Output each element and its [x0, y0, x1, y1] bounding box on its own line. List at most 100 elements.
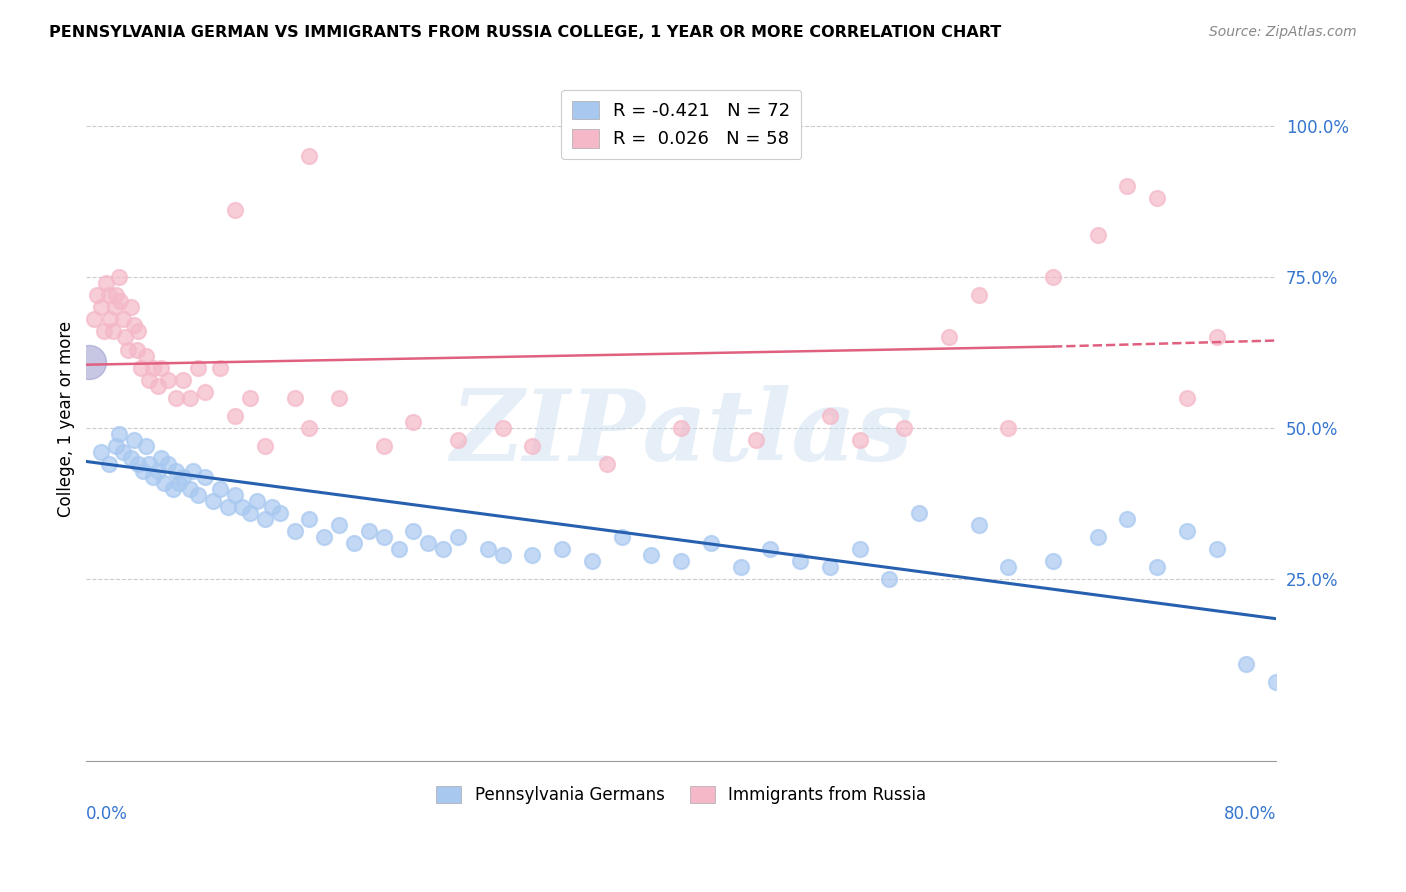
Text: 0.0%: 0.0% — [86, 805, 128, 823]
Point — [253, 439, 276, 453]
Point — [1205, 542, 1227, 557]
Point — [187, 488, 209, 502]
Point — [1146, 560, 1168, 574]
Point — [893, 421, 915, 435]
Point — [135, 439, 157, 453]
Point — [172, 373, 194, 387]
Point — [157, 373, 180, 387]
Point — [165, 391, 187, 405]
Point — [239, 391, 262, 405]
Point — [179, 391, 201, 405]
Point — [224, 409, 246, 423]
Point — [90, 300, 112, 314]
Point — [131, 360, 153, 375]
Point — [373, 439, 395, 453]
Point — [596, 458, 619, 472]
Point — [343, 536, 366, 550]
Point — [1116, 512, 1139, 526]
Point — [122, 318, 145, 333]
Point — [522, 548, 544, 562]
Point — [253, 512, 276, 526]
Point — [283, 391, 305, 405]
Point — [283, 524, 305, 538]
Text: Source: ZipAtlas.com: Source: ZipAtlas.com — [1209, 25, 1357, 39]
Point — [209, 360, 232, 375]
Y-axis label: College, 1 year or more: College, 1 year or more — [58, 321, 75, 517]
Point — [167, 475, 190, 490]
Point — [194, 384, 217, 399]
Point — [1175, 524, 1198, 538]
Point — [122, 434, 145, 448]
Point — [172, 469, 194, 483]
Point — [314, 530, 336, 544]
Point — [759, 542, 782, 557]
Point — [938, 330, 960, 344]
Point — [112, 445, 135, 459]
Point — [328, 391, 350, 405]
Point — [298, 149, 321, 163]
Point — [187, 360, 209, 375]
Point — [103, 300, 125, 314]
Point — [262, 500, 284, 514]
Point — [447, 434, 470, 448]
Point — [120, 451, 142, 466]
Point — [1265, 675, 1288, 690]
Point — [93, 325, 115, 339]
Point — [183, 464, 205, 478]
Point — [848, 542, 870, 557]
Point — [132, 464, 155, 478]
Point — [105, 288, 128, 302]
Point — [120, 300, 142, 314]
Point — [94, 276, 117, 290]
Point — [77, 354, 100, 368]
Point — [138, 373, 160, 387]
Point — [551, 542, 574, 557]
Point — [231, 500, 253, 514]
Point — [112, 312, 135, 326]
Point — [447, 530, 470, 544]
Point — [908, 506, 931, 520]
Point — [146, 464, 169, 478]
Point — [162, 482, 184, 496]
Point — [224, 203, 246, 218]
Point — [149, 451, 172, 466]
Point — [879, 573, 901, 587]
Point — [138, 458, 160, 472]
Point — [127, 325, 149, 339]
Point — [98, 312, 121, 326]
Point — [1042, 554, 1064, 568]
Point — [1234, 657, 1257, 671]
Point — [125, 343, 148, 357]
Point — [117, 343, 139, 357]
Point — [967, 518, 990, 533]
Point — [522, 439, 544, 453]
Point — [239, 506, 262, 520]
Point — [298, 421, 321, 435]
Point — [581, 554, 603, 568]
Point — [179, 482, 201, 496]
Point — [127, 458, 149, 472]
Point — [1146, 191, 1168, 205]
Point — [269, 506, 291, 520]
Point — [149, 360, 172, 375]
Point — [1042, 270, 1064, 285]
Point — [298, 512, 321, 526]
Point — [818, 560, 841, 574]
Point — [432, 542, 454, 557]
Point — [492, 548, 515, 562]
Point — [110, 294, 132, 309]
Point — [492, 421, 515, 435]
Point — [997, 421, 1019, 435]
Point — [730, 560, 752, 574]
Text: PENNSYLVANIA GERMAN VS IMMIGRANTS FROM RUSSIA COLLEGE, 1 YEAR OR MORE CORRELATIO: PENNSYLVANIA GERMAN VS IMMIGRANTS FROM R… — [49, 25, 1001, 40]
Point — [146, 379, 169, 393]
Point — [328, 518, 350, 533]
Point — [142, 360, 165, 375]
Point — [101, 325, 124, 339]
Point — [402, 524, 425, 538]
Point — [114, 330, 136, 344]
Point — [217, 500, 239, 514]
Point — [610, 530, 633, 544]
Point — [224, 488, 246, 502]
Point — [477, 542, 499, 557]
